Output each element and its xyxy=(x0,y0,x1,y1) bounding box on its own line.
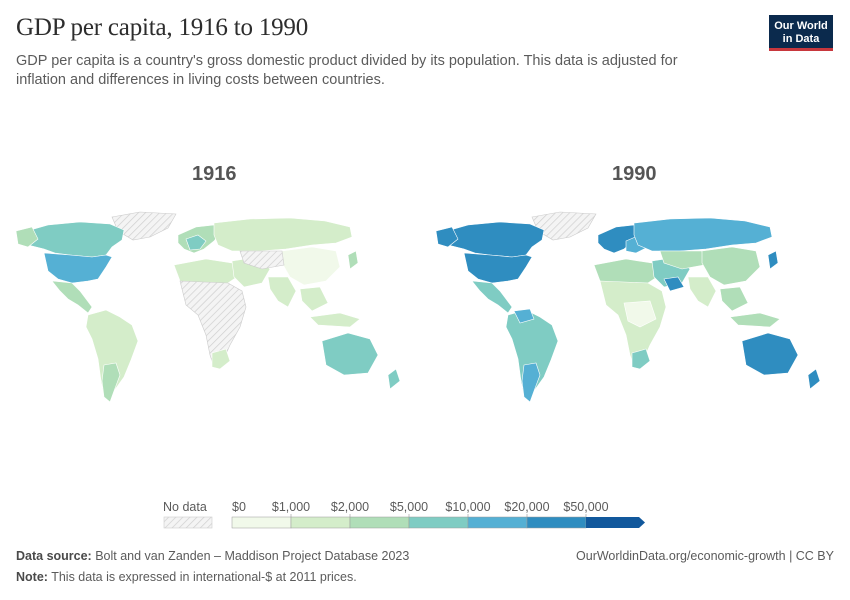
southeast-asia-1990[interactable] xyxy=(719,286,749,312)
australia-1990[interactable] xyxy=(741,332,799,376)
legend-no-data-swatch[interactable] xyxy=(163,516,213,529)
map-year-label-1990: 1990 xyxy=(612,163,657,185)
legend-tick-label-0: $0 xyxy=(232,500,246,514)
china-1916[interactable] xyxy=(281,246,341,286)
legend-bins: $0 $1,000 $2,000 $5,000 $10,000 $20,000 $50,00… xyxy=(231,500,645,529)
argentina-1990[interactable] xyxy=(521,362,541,403)
legend-swatch-4[interactable] xyxy=(467,516,528,529)
world-map-1916 xyxy=(15,211,401,403)
source-label: Data source: xyxy=(16,549,92,563)
footer-link[interactable]: OurWorldinData.org/economic-growth | CC … xyxy=(576,549,834,563)
alaska-1990[interactable] xyxy=(435,226,459,248)
legend-tick-label-3: $5,000 xyxy=(390,500,428,514)
saudi-arabia-1990[interactable] xyxy=(663,276,685,292)
western-europe-1916[interactable] xyxy=(185,234,207,251)
mexico-1916[interactable] xyxy=(51,280,93,314)
legend-swatch-5[interactable] xyxy=(526,516,587,529)
central-asia-1990[interactable] xyxy=(659,250,705,270)
legend-tick-label-4: $10,000 xyxy=(445,500,490,514)
australia-1916[interactable] xyxy=(321,332,379,376)
indonesia-1990[interactable] xyxy=(729,312,781,328)
note-text: This data is expressed in international-… xyxy=(51,570,357,584)
maps-svg xyxy=(15,211,821,403)
russia-1916[interactable] xyxy=(213,217,353,252)
south-africa-1990[interactable] xyxy=(631,348,651,370)
south-africa-1916[interactable] xyxy=(211,348,231,370)
note-label: Note: xyxy=(16,570,48,584)
logo-line-2: in Data xyxy=(782,33,820,45)
india-1990[interactable] xyxy=(687,276,717,308)
legend-tick-label-1: $1,000 xyxy=(272,500,310,514)
legend-swatch-6[interactable] xyxy=(586,517,645,528)
argentina-1916[interactable] xyxy=(101,362,121,403)
alaska-1916[interactable] xyxy=(15,226,39,248)
footer-source: Data source: Bolt and van Zanden – Maddi… xyxy=(16,549,409,563)
central-africa-1990[interactable] xyxy=(623,300,657,328)
china-1990[interactable] xyxy=(701,246,761,286)
usa-1916[interactable] xyxy=(43,252,113,284)
legend-tick-label-5: $20,000 xyxy=(504,500,549,514)
source-text: Bolt and van Zanden – Maddison Project D… xyxy=(95,549,410,563)
owid-logo[interactable]: Our World in Data xyxy=(769,15,833,51)
world-map-1990 xyxy=(435,211,821,403)
indonesia-1916[interactable] xyxy=(309,312,361,328)
japan-1990[interactable] xyxy=(767,250,779,270)
legend-tick-label-2: $2,000 xyxy=(331,500,369,514)
venezuela-1990[interactable] xyxy=(513,308,535,324)
canada-1916[interactable] xyxy=(19,221,125,258)
legend-swatch-1[interactable] xyxy=(290,516,351,529)
legend-no-data-label: No data xyxy=(163,500,207,514)
southeast-asia-1916[interactable] xyxy=(299,286,329,312)
legend-swatch-0[interactable] xyxy=(231,516,292,529)
mexico-1990[interactable] xyxy=(471,280,513,314)
new-zealand-1990[interactable] xyxy=(807,368,821,390)
india-1916[interactable] xyxy=(267,276,297,308)
map-year-label-1916: 1916 xyxy=(192,163,237,185)
legend-tick-label-6: $50,000 xyxy=(563,500,608,514)
canada-1990[interactable] xyxy=(439,221,545,258)
legend: No data $0 $1,000 $2,000 $5,000 $10,000 $20,0… xyxy=(163,500,645,529)
japan-1916[interactable] xyxy=(347,250,359,270)
footer-note: Note: This data is expressed in internat… xyxy=(16,570,357,584)
legend-swatch-2[interactable] xyxy=(349,516,410,529)
chart-title: GDP per capita, 1916 to 1990 xyxy=(16,14,309,41)
russia-1990[interactable] xyxy=(633,217,773,252)
chart-subtitle: GDP per capita is a country's gross dome… xyxy=(16,53,678,88)
central-asia-1916[interactable] xyxy=(239,250,285,270)
new-zealand-1916[interactable] xyxy=(387,368,401,390)
logo-line-1: Our World xyxy=(774,20,828,32)
usa-1990[interactable] xyxy=(463,252,533,284)
legend-swatch-3[interactable] xyxy=(408,516,469,529)
